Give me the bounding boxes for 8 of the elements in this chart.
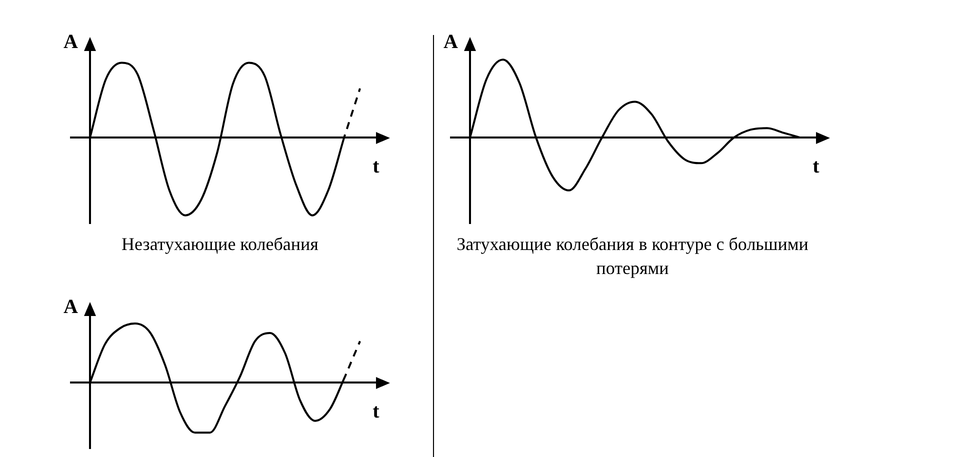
text: Затухающие колебания в контуре с большими потерями xyxy=(456,233,810,280)
x-axis-title: t xyxy=(372,156,380,178)
y-axis-title: A xyxy=(444,31,459,54)
y-axis-title: A xyxy=(64,31,79,54)
y-axis-title: A xyxy=(64,296,79,318)
text: Незатухающие колебания xyxy=(120,233,320,256)
x-axis-title: t xyxy=(372,400,380,423)
x-axis-title: t xyxy=(812,156,820,178)
